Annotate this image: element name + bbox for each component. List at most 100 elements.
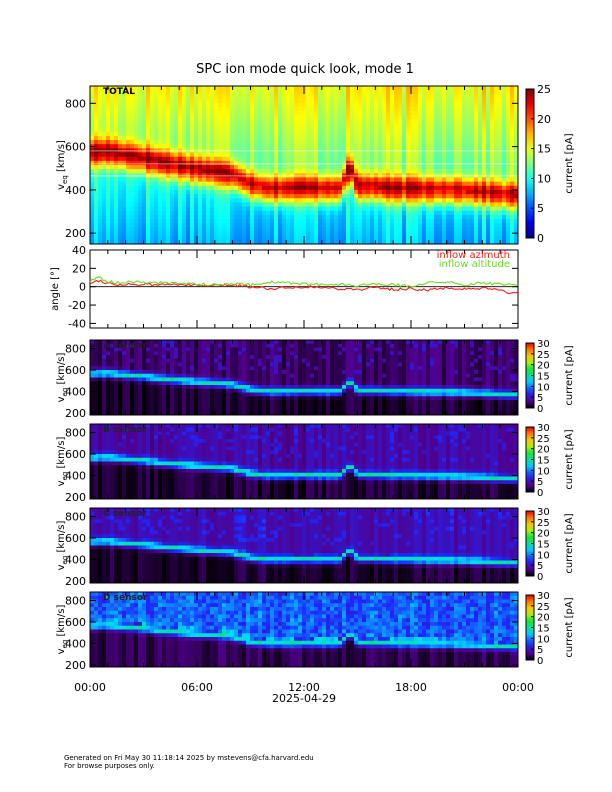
heatmap-cell xyxy=(138,202,143,207)
heatmap-cell xyxy=(134,86,139,91)
heatmap-cell xyxy=(230,343,235,348)
heatmap-cell xyxy=(370,106,375,112)
heatmap-cell xyxy=(302,156,307,162)
heatmap-cell xyxy=(130,214,135,220)
heatmap-cell xyxy=(306,115,311,120)
heatmap-cell xyxy=(478,110,483,116)
heatmap-cell xyxy=(138,400,143,405)
heatmap-cell xyxy=(186,140,191,145)
heatmap-cell xyxy=(454,181,459,187)
heatmap-cell xyxy=(182,377,187,382)
heatmap-cell xyxy=(362,90,367,95)
heatmap-cell xyxy=(182,366,187,371)
heatmap-cell xyxy=(438,239,443,245)
heatmap-cell xyxy=(406,210,411,216)
heatmap-cell xyxy=(206,115,211,120)
heatmap-cell xyxy=(138,381,143,386)
heatmap-cell xyxy=(182,373,187,378)
heatmap-cell xyxy=(306,110,311,116)
heatmap-cell xyxy=(266,210,271,216)
heatmap-cell xyxy=(154,370,159,375)
heatmap-cell xyxy=(450,160,455,166)
heatmap-cell xyxy=(294,198,299,203)
heatmap-cell xyxy=(462,185,467,191)
heatmap-cell xyxy=(466,156,471,162)
heatmap-cell xyxy=(482,156,487,162)
heatmap-cell xyxy=(198,144,203,149)
heatmap-cell xyxy=(178,235,183,241)
heatmap-cell xyxy=(350,239,355,245)
heatmap-cell xyxy=(166,189,171,195)
heatmap-cell xyxy=(118,86,123,91)
heatmap-cell xyxy=(446,160,451,166)
heatmap-cell xyxy=(106,127,111,133)
heatmap-cell xyxy=(202,177,207,183)
heatmap-cell xyxy=(222,392,227,397)
heatmap-cell xyxy=(378,152,383,158)
heatmap-cell xyxy=(378,231,383,237)
heatmap-cell xyxy=(306,165,311,170)
heatmap-cell xyxy=(434,177,439,183)
heatmap-cell xyxy=(150,373,155,378)
heatmap-cell xyxy=(374,198,379,203)
heatmap-cell xyxy=(126,177,131,183)
heatmap-cell xyxy=(414,160,419,166)
heatmap-cell xyxy=(330,98,335,104)
heatmap-cell xyxy=(398,206,403,212)
heatmap-cell xyxy=(114,110,119,116)
heatmap-cell xyxy=(118,135,123,141)
heatmap-cell xyxy=(494,156,499,162)
heatmap-cell xyxy=(266,102,271,108)
heatmap-cell xyxy=(278,86,283,91)
heatmap-cell xyxy=(454,156,459,162)
heatmap-cell xyxy=(166,351,171,356)
heatmap-cell xyxy=(478,181,483,187)
heatmap-cell xyxy=(410,156,415,162)
heatmap-cell xyxy=(514,165,519,170)
heatmap-cell xyxy=(162,235,167,241)
heatmap-cell xyxy=(286,106,291,112)
heatmap-cell xyxy=(98,115,103,120)
heatmap-cell xyxy=(122,160,127,166)
heatmap-cell xyxy=(322,156,327,162)
heatmap-cell xyxy=(494,86,499,91)
heatmap-cell xyxy=(474,110,479,116)
heatmap-cell xyxy=(274,90,279,95)
heatmap-cell xyxy=(338,110,343,116)
heatmap-cell xyxy=(378,227,383,232)
heatmap-cell xyxy=(126,106,131,112)
heatmap-cell xyxy=(318,235,323,241)
heatmap-cell xyxy=(310,160,315,166)
heatmap-cell xyxy=(250,123,255,128)
heatmap-cell xyxy=(310,98,315,104)
heatmap-cell xyxy=(206,377,211,382)
heatmap-cell xyxy=(238,102,243,108)
heatmap-cell xyxy=(370,127,375,133)
heatmap-cell xyxy=(214,206,219,212)
heatmap-cell xyxy=(454,90,459,95)
heatmap-cell xyxy=(254,227,259,232)
heatmap-cell xyxy=(202,198,207,203)
heatmap-cell xyxy=(94,181,99,187)
heatmap-cell xyxy=(106,160,111,166)
heatmap-cell xyxy=(366,202,371,207)
heatmap-cell xyxy=(482,123,487,128)
heatmap-cell xyxy=(190,358,195,363)
heatmap-cell xyxy=(474,227,479,232)
heatmap-cell xyxy=(334,181,339,187)
heatmap-cell xyxy=(430,177,435,183)
heatmap-cell xyxy=(374,235,379,241)
heatmap-cell xyxy=(178,156,183,162)
heatmap-cell xyxy=(262,115,267,120)
heatmap-cell xyxy=(166,377,171,382)
heatmap-cell xyxy=(122,106,127,112)
heatmap-cell xyxy=(142,90,147,95)
heatmap-cell xyxy=(418,127,423,133)
heatmap-cell xyxy=(122,202,127,207)
heatmap-cell xyxy=(506,235,511,241)
heatmap-cell xyxy=(506,181,511,187)
heatmap-cell xyxy=(470,90,475,95)
heatmap-cell xyxy=(102,358,107,363)
heatmap-cell xyxy=(226,181,231,187)
heatmap-cell xyxy=(514,98,519,104)
